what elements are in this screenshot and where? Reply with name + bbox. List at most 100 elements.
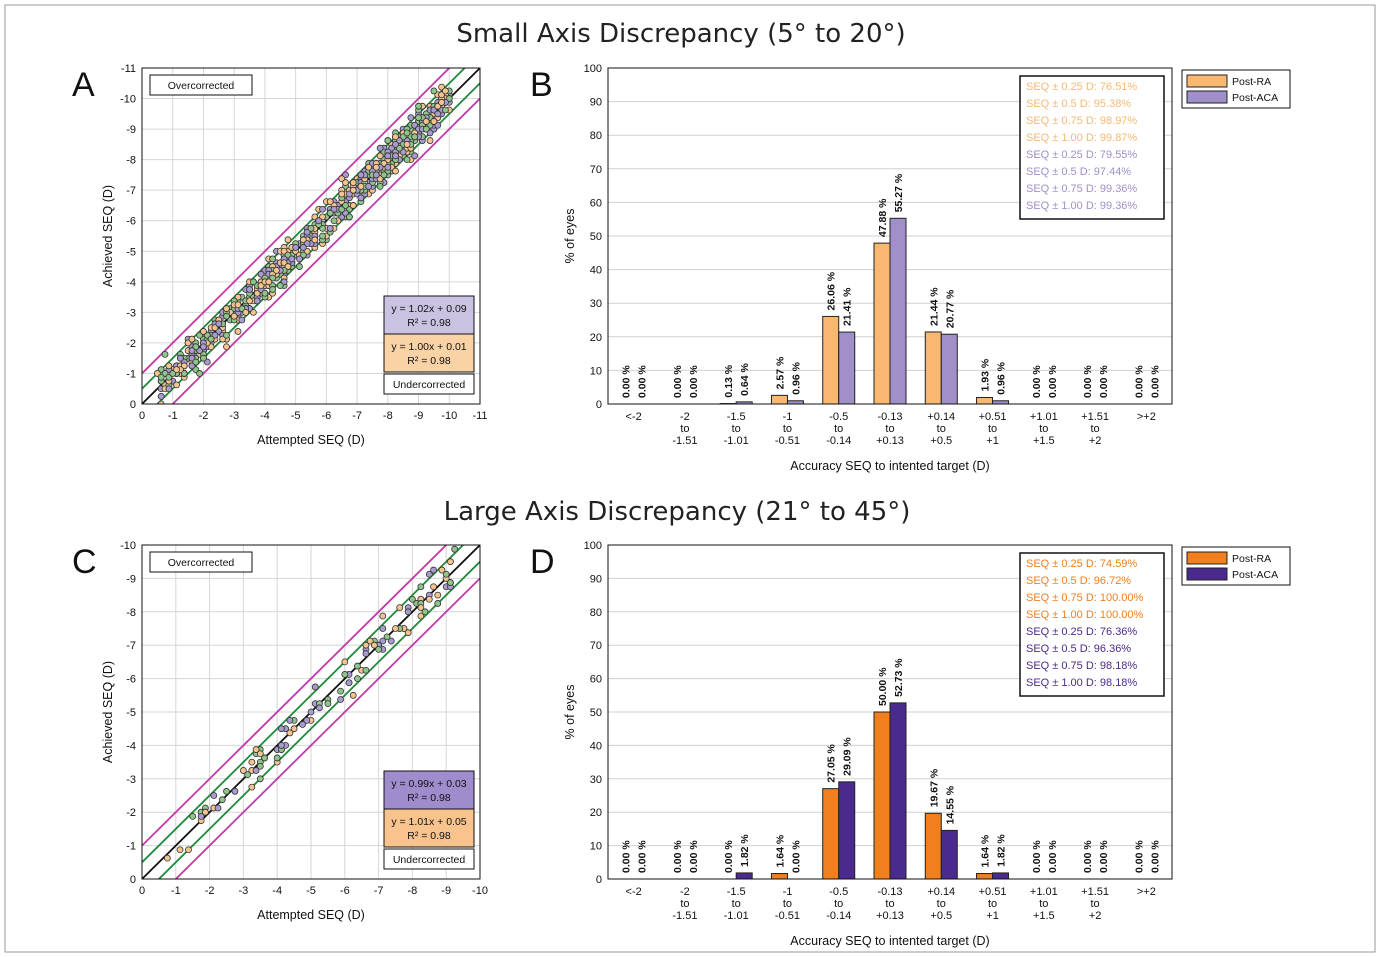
panel-letter: A [72, 66, 95, 104]
scatter-point [276, 282, 284, 290]
x-tick-label: -0.51 [775, 435, 800, 447]
y-tick-label: 30 [590, 774, 602, 786]
scatter-point [326, 198, 334, 206]
bar-value-label: 0.00 % [1082, 365, 1094, 398]
bar-post-ra [924, 812, 942, 880]
y-tick-label: -5 [126, 246, 136, 258]
scatter-point [238, 316, 246, 324]
undercorrected-frame [383, 848, 475, 870]
inner-band-upper [142, 545, 465, 863]
scatter-point [434, 600, 442, 607]
scatter-point [223, 305, 230, 312]
scatter-point [326, 224, 334, 232]
scatter-point [316, 704, 323, 712]
fit-equation: y = 1.00x + 0.01 [391, 341, 466, 353]
x-tick-label: +2 [1089, 435, 1102, 447]
bar-value-label: 0.96 % [996, 361, 1008, 394]
scatter-point [248, 783, 256, 791]
y-tick-label: -6 [126, 216, 136, 228]
scatter-point [430, 118, 438, 125]
stats-line: SEQ ± 0.25 D: 79.55% [1026, 149, 1137, 161]
scatter-point [372, 163, 380, 171]
scatter-point [357, 194, 365, 202]
x-tick-label: to [1039, 423, 1048, 435]
fit-equation: y = 0.99x + 0.03 [391, 778, 466, 790]
x-tick-label: to [1039, 898, 1048, 910]
x-axis-label: Attempted SEQ (D) [257, 908, 365, 922]
scatter-point [197, 812, 205, 820]
scatter-point [392, 167, 399, 175]
scatter-point [188, 335, 196, 343]
x-tick-label: to [885, 898, 894, 910]
scatter-point [442, 87, 449, 95]
scatter-point [185, 846, 192, 854]
bar-value-label: 0.00 % [1031, 840, 1043, 873]
y-tick-label: -7 [126, 640, 136, 652]
x-tick-label: -4 [260, 410, 270, 422]
scatter-point [384, 152, 392, 160]
scatter-point [407, 114, 415, 122]
scatter-point [223, 312, 230, 320]
x-tick-label: to [834, 898, 843, 910]
bar-value-label: 0.00 % [688, 840, 700, 873]
bar-post-ra [976, 873, 994, 880]
legend-swatch [1186, 90, 1228, 104]
x-tick-label: to [680, 898, 689, 910]
bar-value-label: 55.27 % [893, 173, 905, 212]
scatter-point [311, 236, 319, 244]
stats-box-frame [1019, 552, 1165, 697]
fit-equation: y = 1.01x + 0.05 [391, 816, 466, 828]
scatter-point [354, 662, 361, 670]
bar-value-label: 1.93 % [980, 358, 992, 391]
x-tick-label: +1.51 [1081, 886, 1109, 898]
bar-value-label: 0.00 % [672, 365, 684, 398]
undercorrected-frame [383, 373, 475, 395]
x-tick-label: to [885, 423, 894, 435]
x-tick-label: -2 [680, 411, 690, 423]
x-tick-label: -9 [414, 410, 424, 422]
scatter-point [379, 637, 387, 645]
scatter-point [163, 854, 171, 862]
y-axis-label: % of eyes [563, 209, 577, 264]
scatter-point [442, 570, 450, 578]
fit-r-squared: R² = 0.98 [407, 355, 451, 367]
x-tick-label: to [834, 423, 843, 435]
y-tick-label: -2 [126, 338, 136, 350]
x-tick-label: +1.5 [1033, 910, 1055, 922]
scatter-point [417, 583, 425, 591]
bar-value-label: 0.00 % [723, 840, 735, 873]
y-tick-label: 10 [590, 365, 602, 377]
y-tick-label: -10 [120, 94, 136, 106]
stats-line: SEQ ± 0.5 D: 96.72% [1026, 575, 1131, 587]
y-tick-label: -1 [126, 841, 136, 853]
x-tick-label: +2 [1089, 910, 1102, 922]
y-tick-label: -5 [126, 707, 136, 719]
scatter-point [214, 804, 222, 812]
x-tick-label: -6 [340, 885, 350, 897]
scatter-point [383, 633, 391, 641]
stats-box: SEQ ± 0.25 D: 74.59% SEQ ± 0.5 D: 96.72% S… [1019, 552, 1165, 697]
scatter-point [201, 808, 209, 816]
x-tick-label: -1.5 [727, 411, 746, 423]
x-tick-label: +0.51 [979, 886, 1007, 898]
scatter-point [417, 612, 425, 620]
x-tick-label: -1.51 [672, 910, 697, 922]
y-tick-label: -7 [126, 185, 136, 197]
legend-swatch [1186, 567, 1228, 581]
x-tick-label: to [680, 423, 689, 435]
scatter-point [426, 137, 434, 144]
x-tick-label: -1 [783, 411, 793, 423]
fit-r-squared: R² = 0.98 [407, 792, 451, 804]
y-tick-label: -8 [126, 607, 136, 619]
bar-value-label: 0.96 % [790, 361, 802, 394]
y-tick-label: 50 [590, 707, 602, 719]
y-tick-label: -11 [121, 63, 136, 75]
x-tick-label: -5 [306, 885, 316, 897]
bar-value-label: 21.44 % [928, 287, 940, 326]
x-tick-label: +0.14 [927, 411, 955, 423]
bar-value-label: 20.77 % [944, 289, 956, 328]
scatter-point [273, 266, 280, 274]
scatter-point [349, 179, 357, 186]
scatter-point [357, 171, 365, 179]
